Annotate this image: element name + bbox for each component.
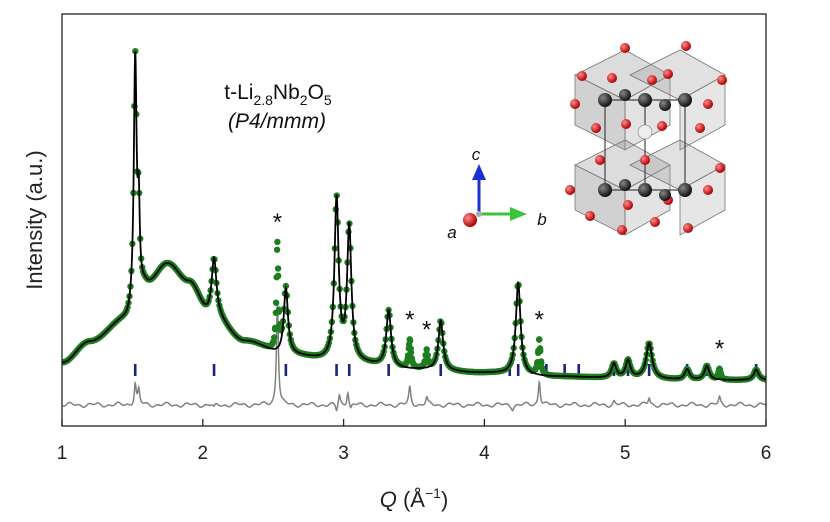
x-axis-title: Q (Å−1) <box>380 485 449 512</box>
observed-point <box>271 325 279 333</box>
observed-point <box>424 351 431 359</box>
x-axis: 1 2 3 4 5 6 <box>57 419 772 464</box>
plot-frame <box>61 13 767 427</box>
observed-point <box>409 359 416 366</box>
x-tick-label: 3 <box>338 443 349 464</box>
axis-label-a: a <box>447 223 456 242</box>
impurity-star: * <box>535 306 544 333</box>
observed-point <box>537 347 544 355</box>
observed-point <box>538 359 545 367</box>
observed-point <box>536 336 543 343</box>
observed-point <box>533 364 540 371</box>
observed-point <box>274 238 281 246</box>
observed-point <box>270 334 278 341</box>
calculated-line <box>62 51 766 381</box>
observed-point <box>423 346 430 353</box>
observed-point <box>275 272 282 280</box>
observed-point <box>539 365 546 372</box>
calculated-curve-group <box>62 51 766 381</box>
space-group-label: (P4/mmm) <box>228 110 326 133</box>
axis-label-c: c <box>472 145 481 164</box>
observed-point <box>272 299 280 306</box>
observed-point <box>273 246 281 253</box>
x-tick-label: 2 <box>198 443 209 464</box>
difference-line <box>62 301 766 413</box>
observed-point <box>276 321 283 328</box>
x-tick-label: 1 <box>57 443 68 464</box>
x-tick-label: 5 <box>620 443 631 464</box>
formula-label: t-Li2.8Nb2O5 <box>224 81 332 108</box>
impurity-star: * <box>273 209 282 236</box>
axis-label-b: b <box>537 210 546 229</box>
observed-point <box>275 306 283 314</box>
difference-curve-group <box>62 301 766 413</box>
impurity-star: * <box>405 306 414 333</box>
observed-point <box>406 336 413 343</box>
axis-origin-atom <box>463 213 477 227</box>
impurity-star: * <box>422 316 431 343</box>
observed-point <box>282 282 290 290</box>
impurity-markers: * * * * * <box>273 209 724 363</box>
x-tick-label: 6 <box>761 443 772 464</box>
observed-point <box>407 345 414 352</box>
x-tick-label: 4 <box>479 443 490 464</box>
crystal-structure-illustration <box>565 41 727 236</box>
observed-point <box>274 265 282 272</box>
y-axis-title: Intensity (a.u.) <box>22 150 47 289</box>
crystal-axes-inset: c a b <box>447 145 546 242</box>
impurity-star: * <box>715 336 724 363</box>
